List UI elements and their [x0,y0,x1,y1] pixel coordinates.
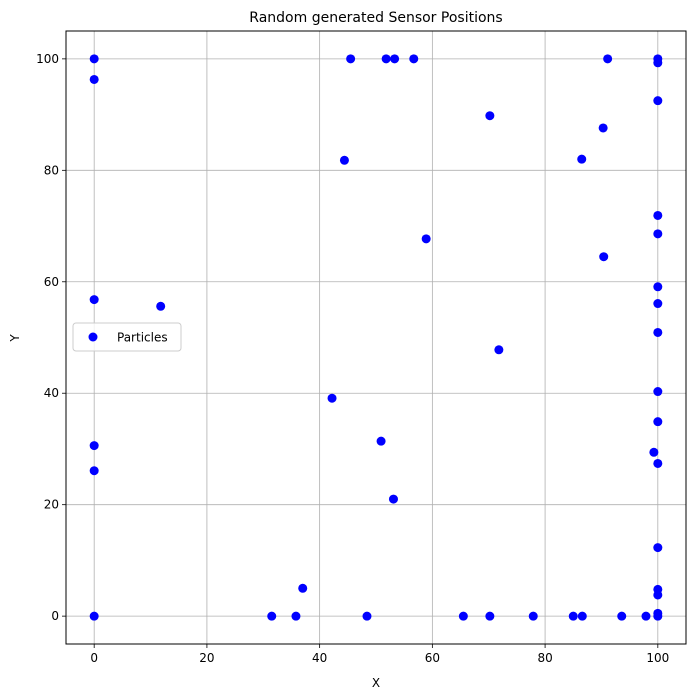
y-tick-label: 80 [44,163,59,177]
data-point [376,436,386,446]
data-point [653,590,663,600]
data-point [653,611,663,621]
data-point [485,111,495,121]
y-tick-label: 20 [44,498,59,512]
data-point [653,543,663,553]
data-point [409,54,419,64]
y-axis-label: Y [8,334,22,343]
data-point [346,54,356,64]
legend: Particles [72,322,182,352]
data-point [599,252,609,262]
data-point [641,611,651,621]
data-point [339,155,349,165]
data-point [577,154,587,164]
data-point [291,611,301,621]
y-tick-label: 0 [51,609,59,623]
plot-frame [65,30,687,645]
data-point [485,611,495,621]
x-tick-label: 80 [537,651,552,665]
data-point [89,611,99,621]
data-point [653,282,663,292]
data-point [653,58,663,68]
data-point [421,234,431,244]
data-point [528,611,538,621]
y-tick-label: 100 [36,52,59,66]
data-point [89,54,99,64]
data-points [89,54,663,621]
data-point [577,611,587,621]
legend-box [72,322,182,352]
y-tick-label: 40 [44,386,59,400]
data-point [298,583,308,593]
x-tick-label: 20 [199,651,214,665]
data-point [381,54,391,64]
chart-title: Random generated Sensor Positions [249,10,502,26]
data-point [653,387,663,397]
data-point [653,96,663,106]
data-point [598,123,608,133]
x-tick-label: 40 [312,651,327,665]
data-point [89,441,99,451]
grid [66,31,686,644]
data-point [603,54,613,64]
data-point [653,229,663,239]
data-point [327,393,337,403]
data-point [617,611,627,621]
data-point [653,210,663,220]
data-point [568,611,578,621]
data-point [653,299,663,309]
x-tick-label: 0 [90,651,98,665]
data-point [649,447,659,457]
data-point [653,327,663,337]
y-tick-label: 60 [44,275,59,289]
data-point [89,295,99,305]
x-tick-label: 100 [646,651,669,665]
data-point [89,466,99,476]
data-point [494,345,504,355]
legend-marker [88,332,98,342]
axis-ticks: 0 20 40 60 80 100 0 20 40 60 80 100 [36,52,669,665]
data-point [390,54,400,64]
x-axis-label: X [372,676,380,690]
data-point [89,74,99,84]
data-point [156,301,166,311]
data-point [362,611,372,621]
data-point [653,417,663,427]
data-point [267,611,277,621]
data-point [388,494,398,504]
data-point [653,458,663,468]
legend-label: Particles [117,331,168,345]
data-point [458,611,468,621]
x-tick-label: 60 [425,651,440,665]
